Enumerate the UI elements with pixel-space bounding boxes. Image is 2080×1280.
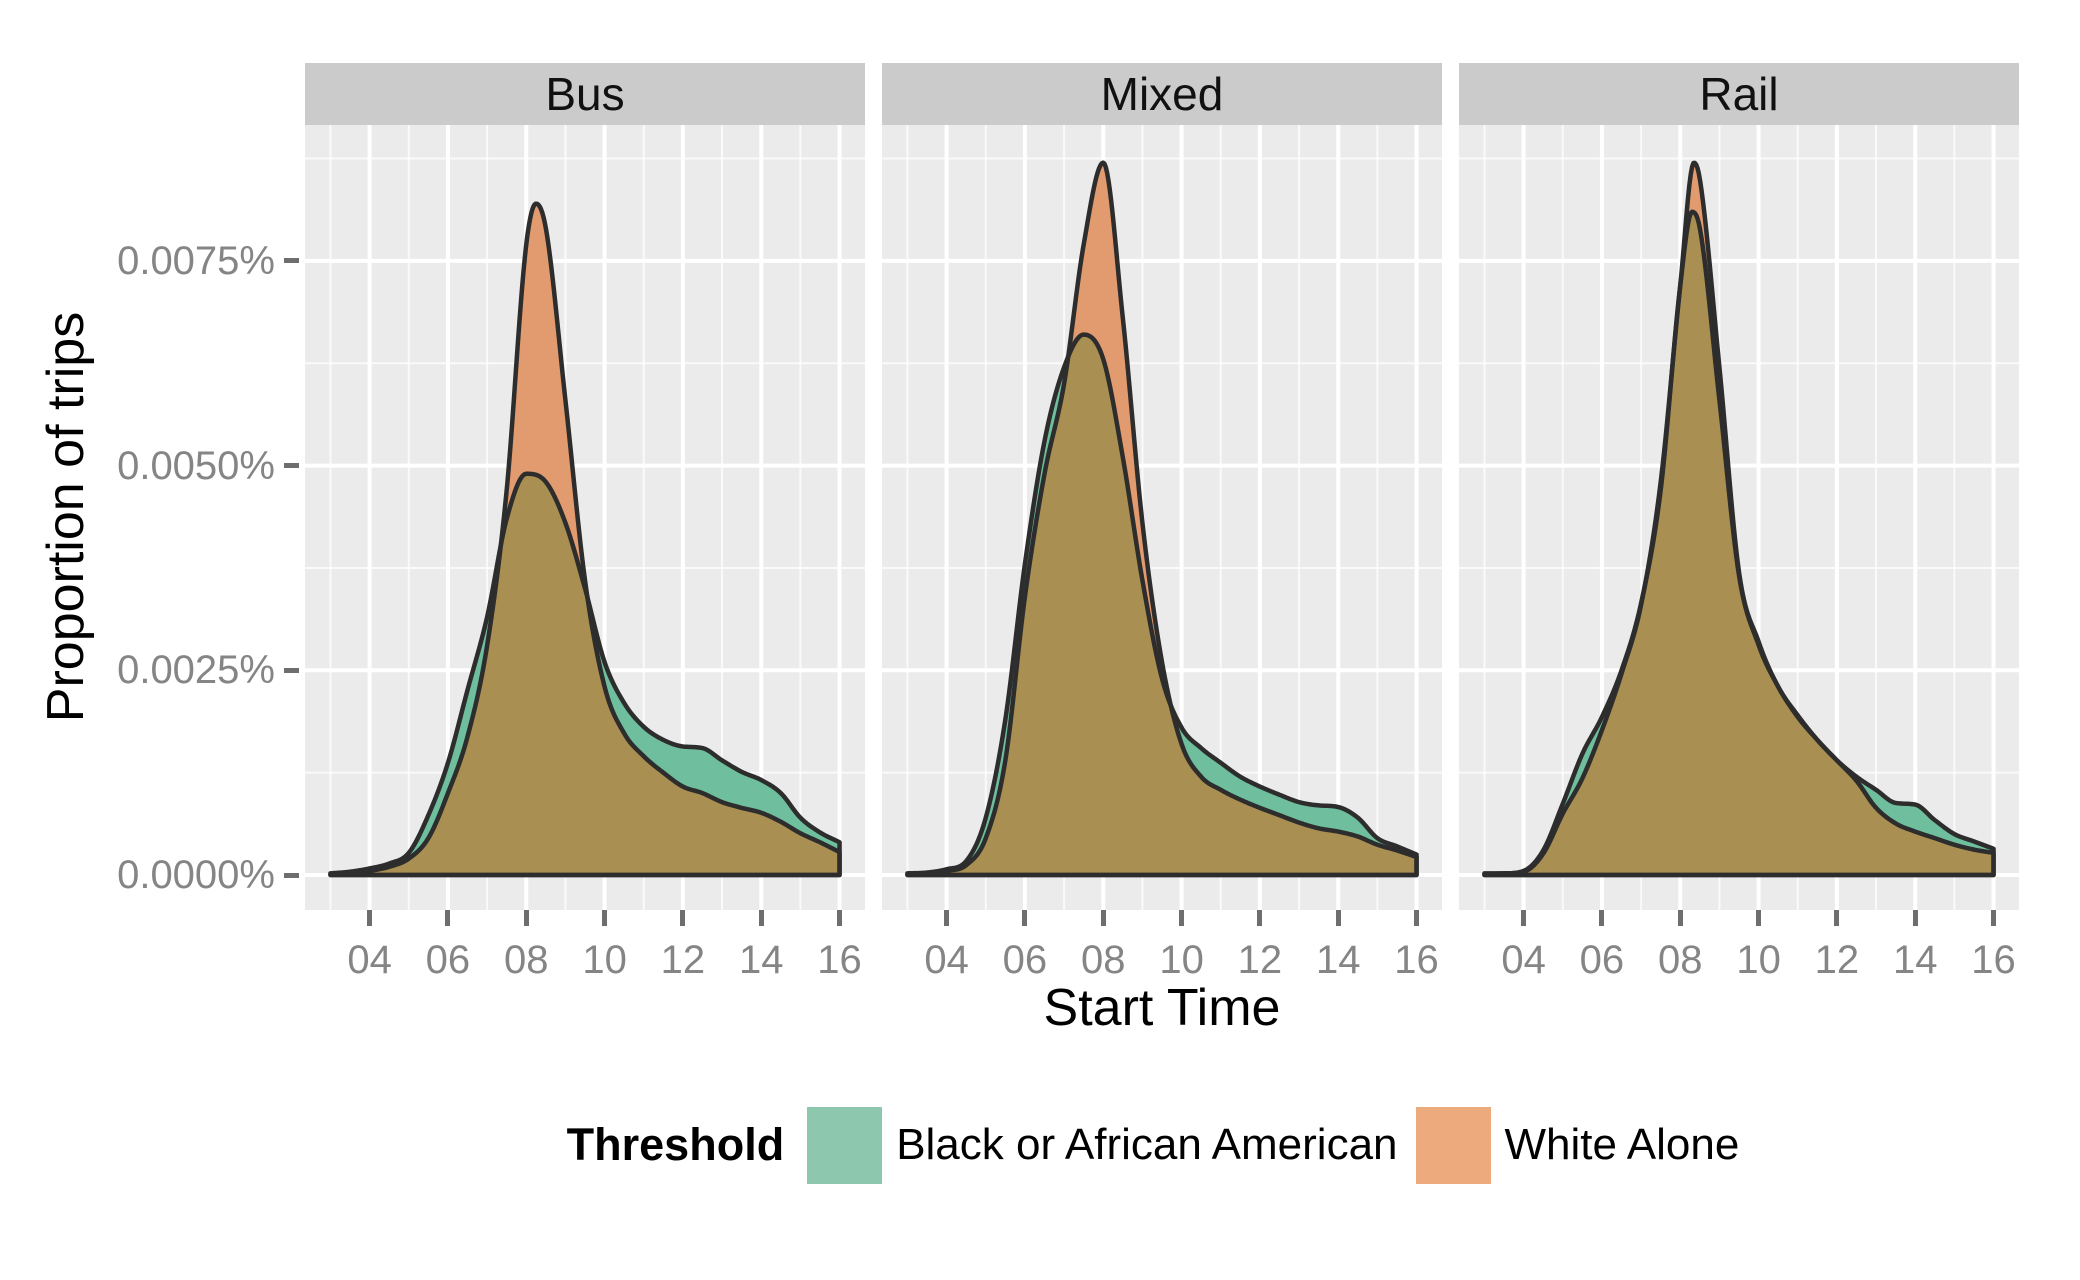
density-outline-black-or-african-american xyxy=(905,332,1419,878)
x-tick-label: 12 xyxy=(1814,938,1860,982)
x-tick-label: 10 xyxy=(582,938,627,982)
x-tick-label: 14 xyxy=(1315,938,1361,982)
x-tick-mark xyxy=(1912,910,1918,926)
x-tick-mark xyxy=(445,910,451,926)
legend-title: Threshold xyxy=(566,1119,785,1170)
x-tick-mark xyxy=(1257,910,1263,926)
density-outline-white-alone xyxy=(1482,160,1996,878)
y-tick-mark xyxy=(284,463,299,469)
density-outline-white-alone xyxy=(328,201,842,878)
facet-strip-bus: Bus xyxy=(305,63,865,125)
x-tick-label: 16 xyxy=(1971,938,2016,982)
x-tick-label: 08 xyxy=(504,938,549,982)
legend-label: Black or African American xyxy=(896,1120,1398,1169)
x-tick-label: 16 xyxy=(1394,938,1439,982)
x-tick-label: 12 xyxy=(1237,938,1283,982)
y-tick-label: 0.0075% xyxy=(117,238,275,283)
x-tick-label: 06 xyxy=(1579,938,1625,982)
y-tick-mark xyxy=(284,667,299,673)
x-tick-mark xyxy=(1179,910,1185,926)
y-tick-mark xyxy=(284,872,299,878)
facet-strip-rail: Rail xyxy=(1459,63,2019,125)
x-tick-mark xyxy=(602,910,608,926)
x-tick-mark xyxy=(523,910,529,926)
x-tick-label: 14 xyxy=(1892,938,1938,982)
y-tick-label: 0.0050% xyxy=(117,443,275,488)
legend-items: Black or African American White Alone xyxy=(807,1106,1758,1184)
y-tick-mark xyxy=(284,258,299,264)
x-tick-label: 04 xyxy=(347,938,392,982)
legend-label: White Alone xyxy=(1504,1120,1740,1169)
density-area-overlap xyxy=(330,473,840,875)
legend-swatch xyxy=(807,1106,883,1184)
x-tick-mark xyxy=(1414,910,1420,926)
plot-panel-mixed xyxy=(882,125,1442,910)
x-tick-mark xyxy=(1022,910,1028,926)
density-outline-white-alone xyxy=(905,160,1419,878)
x-tick-label: 06 xyxy=(1002,938,1048,982)
plot-panel-rail xyxy=(1459,125,2019,910)
x-tick-mark xyxy=(837,910,843,926)
x-tick-label: 10 xyxy=(1159,938,1204,982)
density-area-overlap xyxy=(907,334,1417,876)
x-tick-label: 10 xyxy=(1736,938,1781,982)
x-tick-mark xyxy=(758,910,764,926)
x-tick-label: 08 xyxy=(1658,938,1703,982)
y-tick-label: 0.0025% xyxy=(117,648,275,693)
x-tick-label: 08 xyxy=(1081,938,1126,982)
x-tick-label: 04 xyxy=(924,938,969,982)
y-tick-label: 0.0000% xyxy=(117,853,275,897)
legend-swatch xyxy=(1415,1106,1491,1184)
x-tick-mark xyxy=(1834,910,1840,926)
x-tick-mark xyxy=(1335,910,1341,926)
x-tick-mark xyxy=(944,910,950,926)
plot-panel-bus xyxy=(305,125,865,910)
x-axis-title: Start Time xyxy=(1043,979,1281,1037)
x-tick-mark xyxy=(1599,910,1605,926)
x-tick-label: 12 xyxy=(660,938,706,982)
x-tick-mark xyxy=(367,910,373,926)
x-tick-label: 16 xyxy=(817,938,862,982)
facet-strip-mixed: Mixed xyxy=(882,63,1442,125)
x-tick-mark xyxy=(1521,910,1527,926)
x-tick-label: 04 xyxy=(1501,938,1546,982)
x-tick-mark xyxy=(1100,910,1106,926)
legend: Threshold Black or African American White… xyxy=(305,1100,2019,1190)
x-tick-mark xyxy=(1677,910,1683,926)
x-tick-label: 06 xyxy=(425,938,471,982)
x-tick-mark xyxy=(1756,910,1762,926)
x-tick-label: 14 xyxy=(738,938,784,982)
x-tick-mark xyxy=(680,910,686,926)
x-tick-mark xyxy=(1991,910,1997,926)
legend-item: White Alone xyxy=(1415,1106,1758,1184)
legend-item: Black or African American xyxy=(807,1106,1415,1184)
